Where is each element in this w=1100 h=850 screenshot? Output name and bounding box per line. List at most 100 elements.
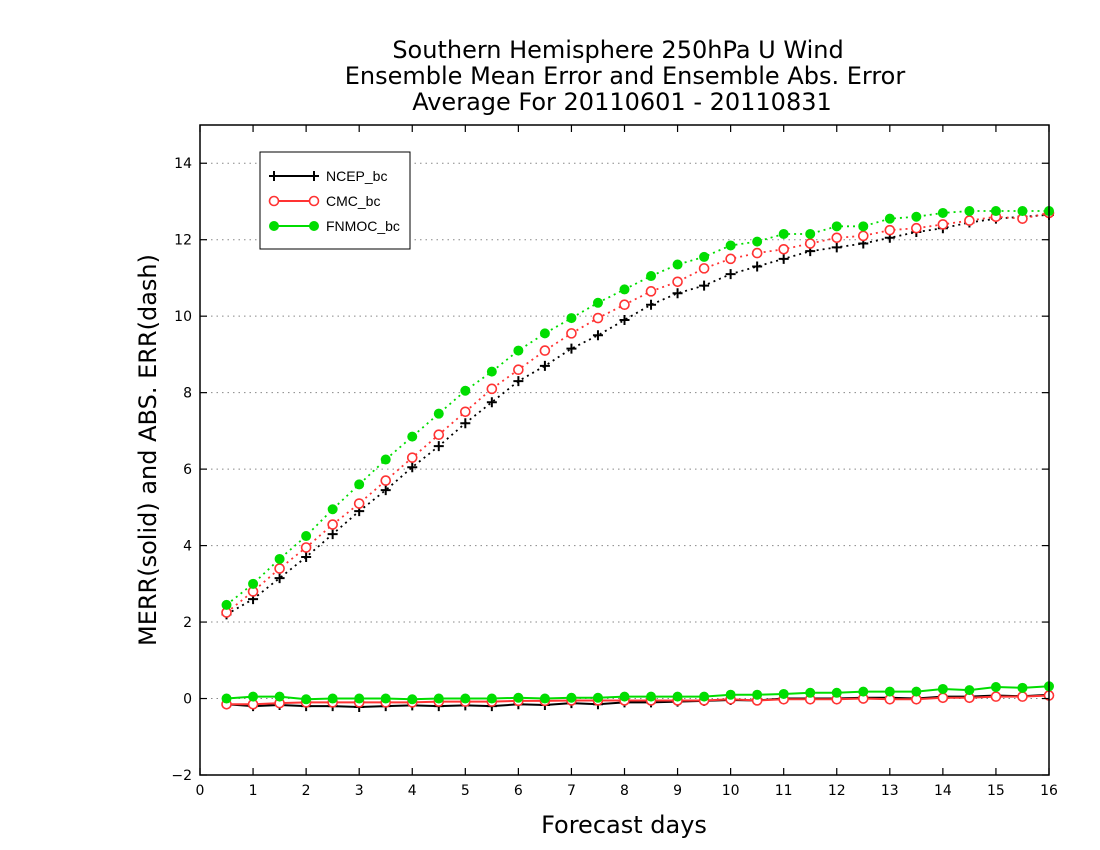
- mean-err-point-FNMOC_bc-14: [592, 692, 603, 703]
- abs-err-point-CMC_bc-21: [778, 243, 789, 255]
- abs-err-point-NCEP_bc-18: [699, 280, 710, 291]
- mean-err-point-FNMOC_bc-20: [752, 689, 763, 700]
- legend-marker-right-NCEP_bc: [309, 171, 319, 181]
- x-tick-label-15: 15: [987, 783, 1005, 799]
- abs-err-point-FNMOC_bc-24: [858, 221, 869, 232]
- legend: NCEP_bc CMC_bc FNMOC_bc: [259, 151, 411, 250]
- mean-err-point-CMC_bc-27: [937, 692, 949, 704]
- abs-err-point-CMC_bc-22: [804, 238, 816, 249]
- abs-err-line-CMC_bc: [225, 212, 1050, 614]
- x-tick-label-13: 13: [881, 783, 899, 799]
- x-tick-label-1: 1: [249, 783, 258, 799]
- abs-err-point-CMC_bc-9: [460, 406, 471, 418]
- abs-err-point-CMC_bc-15: [619, 299, 630, 311]
- mean-err-point-FNMOC_bc-12: [539, 693, 550, 704]
- mean-err-point-FNMOC_bc-13: [566, 692, 577, 703]
- x-tick-label-3: 3: [355, 783, 364, 799]
- chart-title-line-3: Average For 20110601 - 20110831: [412, 88, 832, 116]
- mean-err-point-FNMOC_bc-4: [327, 693, 338, 704]
- legend-marker-right-FNMOC_bc: [309, 221, 319, 231]
- abs-err-point-FNMOC_bc-2: [274, 553, 285, 564]
- mean-err-point-FNMOC_bc-23: [831, 687, 842, 698]
- y-tick-label-6: 10: [174, 309, 192, 325]
- abs-err-point-FNMOC_bc-10: [486, 366, 497, 377]
- abs-err-point-CMC_bc-27: [937, 219, 949, 230]
- series-layer: [221, 206, 1055, 712]
- abs-err-point-CMC_bc-14: [592, 312, 604, 324]
- abs-err-point-CMC_bc-18: [698, 263, 710, 274]
- abs-err-point-FNMOC_bc-4: [327, 504, 338, 515]
- mean-err-point-CMC_bc-30: [1017, 691, 1028, 702]
- mean-err-point-FNMOC_bc-28: [964, 685, 975, 696]
- abs-err-point-FNMOC_bc-20: [752, 236, 763, 247]
- abs-err-line-NCEP_bc: [226, 213, 1050, 616]
- mean-err-point-FNMOC_bc-16: [646, 691, 657, 702]
- abs-err-point-CMC_bc-6: [380, 475, 392, 486]
- x-tick-label-10: 10: [722, 783, 740, 799]
- abs-err-point-CMC_bc-7: [406, 452, 418, 463]
- y-tick-label-1: 0: [183, 692, 192, 708]
- y-tick-label-3: 4: [183, 539, 192, 555]
- abs-err-point-CMC_bc-26: [911, 222, 922, 234]
- x-tick-label-7: 7: [567, 783, 576, 799]
- legend-label-CMC_bc: CMC_bc: [326, 193, 380, 209]
- mean-err-point-FNMOC_bc-22: [805, 687, 816, 698]
- abs-err-point-FNMOC_bc-17: [672, 259, 683, 270]
- mean-err-point-FNMOC_bc-30: [1017, 682, 1028, 693]
- abs-err-point-NCEP_bc-15: [619, 315, 630, 325]
- y-axis-label: MERR(solid) and ABS. ERR(dash): [134, 254, 162, 646]
- abs-err-point-FNMOC_bc-3: [301, 531, 312, 542]
- mean-err-point-FNMOC_bc-25: [884, 686, 895, 697]
- mean-err-point-FNMOC_bc-3: [301, 694, 312, 705]
- abs-err-point-FNMOC_bc-19: [725, 240, 736, 251]
- abs-err-point-FNMOC_bc-9: [460, 385, 471, 396]
- mean-err-point-FNMOC_bc-6: [380, 693, 391, 704]
- x-tick-label-11: 11: [775, 783, 793, 799]
- legend-label-NCEP_bc: NCEP_bc: [326, 168, 387, 184]
- abs-err-point-CMC_bc-5: [353, 498, 365, 509]
- abs-err-point-FNMOC_bc-22: [805, 228, 816, 239]
- abs-err-point-CMC_bc-17: [672, 276, 683, 288]
- mean-err-point-FNMOC_bc-9: [460, 693, 471, 704]
- abs-err-point-FNMOC_bc-27: [937, 207, 948, 218]
- y-tick-label-0: −2: [171, 768, 192, 784]
- abs-err-point-CMC_bc-19: [725, 253, 736, 265]
- legend-item-CMC_bc: CMC_bc: [268, 193, 380, 209]
- legend-item-FNMOC_bc: FNMOC_bc: [269, 218, 400, 234]
- mean-err-point-FNMOC_bc-1: [248, 691, 259, 702]
- abs-err-point-NCEP_bc-23: [831, 242, 842, 253]
- abs-err-point-FNMOC_bc-5: [354, 479, 365, 490]
- abs-err-point-NCEP_bc-4: [327, 529, 338, 540]
- abs-err-point-FNMOC_bc-28: [964, 206, 975, 217]
- abs-err-point-CMC_bc-25: [884, 224, 896, 236]
- x-tick-label-16: 16: [1040, 783, 1058, 799]
- abs-err-point-FNMOC_bc-26: [911, 211, 922, 222]
- abs-err-point-FNMOC_bc-11: [513, 345, 524, 356]
- abs-err-point-NCEP_bc-20: [752, 261, 763, 272]
- abs-err-point-CMC_bc-23: [831, 232, 843, 244]
- x-tick-label-14: 14: [934, 783, 952, 799]
- abs-err-point-NCEP_bc-12: [539, 360, 550, 371]
- abs-err-point-FNMOC_bc-6: [380, 454, 391, 465]
- abs-err-point-NCEP_bc-9: [460, 418, 471, 429]
- abs-err-point-NCEP_bc-19: [725, 269, 736, 280]
- abs-err-point-NCEP_bc-10: [486, 397, 497, 408]
- abs-err-point-FNMOC_bc-1: [248, 578, 259, 589]
- chart-title-line-2: Ensemble Mean Error and Ensemble Abs. Er…: [345, 62, 906, 90]
- abs-err-point-NCEP_bc-7: [407, 462, 418, 473]
- legend-marker-right-CMC_bc: [308, 195, 320, 207]
- x-tick-label-5: 5: [461, 783, 470, 799]
- y-tick-label-2: 2: [183, 615, 192, 631]
- y-tick-label-5: 8: [183, 386, 192, 402]
- abs-err-point-NCEP_bc-8: [433, 441, 444, 452]
- abs-err-point-FNMOC_bc-8: [433, 408, 444, 419]
- mean-err-point-FNMOC_bc-18: [699, 691, 710, 702]
- mean-err-point-FNMOC_bc-10: [486, 693, 497, 704]
- legend-item-NCEP_bc: NCEP_bc: [269, 168, 387, 184]
- mean-err-point-FNMOC_bc-17: [672, 691, 683, 702]
- mean-err-point-FNMOC_bc-15: [619, 691, 630, 702]
- mean-err-point-FNMOC_bc-7: [407, 694, 418, 705]
- mean-err-point-FNMOC_bc-2: [274, 691, 285, 702]
